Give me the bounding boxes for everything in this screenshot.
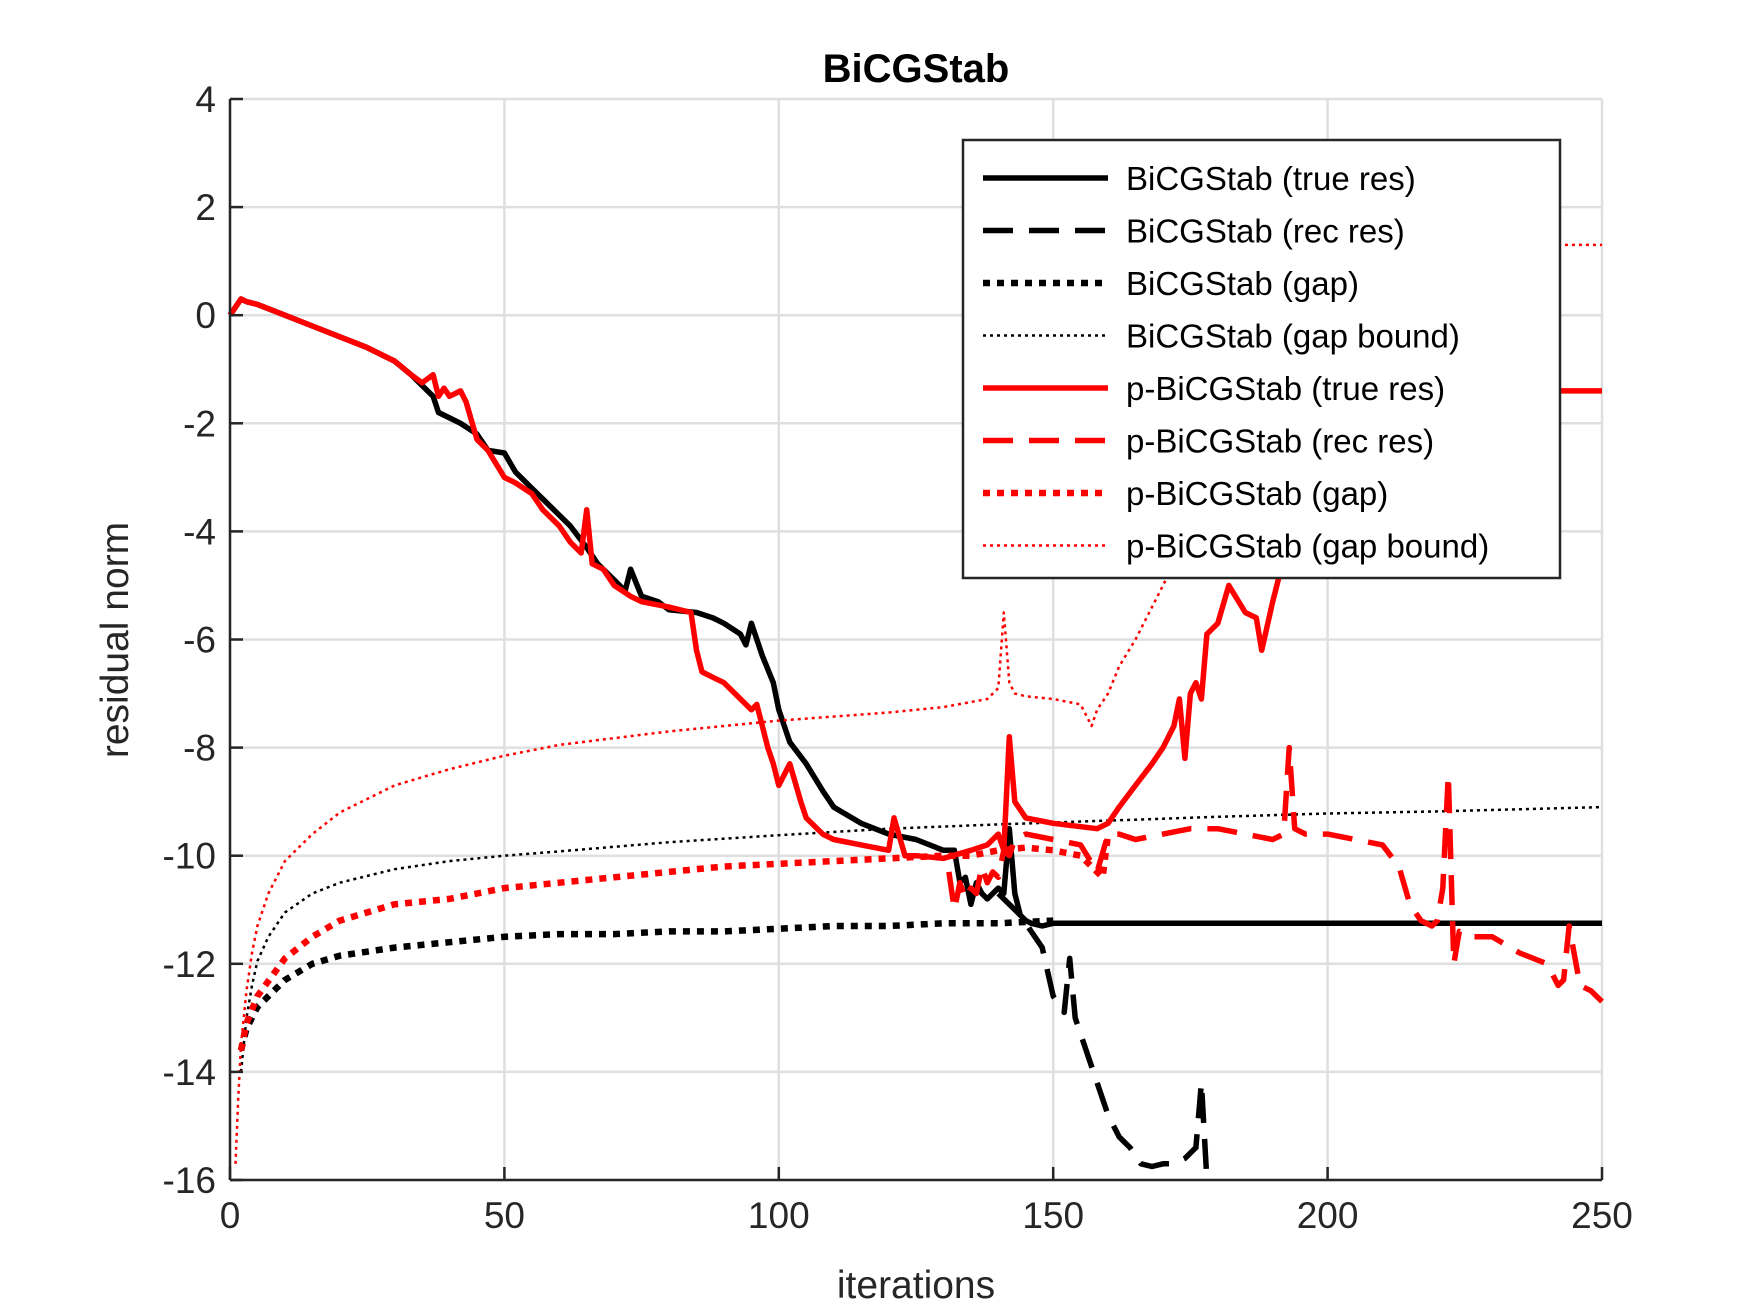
legend-label: BiCGStab (gap bound) — [1126, 318, 1460, 355]
legend-label: p-BiCGStab (true res) — [1126, 370, 1445, 407]
x-axis-label: iterations — [837, 1264, 995, 1307]
legend: BiCGStab (true res) BiCGStab (rec res) BiC… — [961, 138, 1562, 580]
y-tick-label: -6 — [183, 620, 216, 661]
y-tick-label: -16 — [163, 1160, 216, 1201]
y-tick-label: 2 — [195, 187, 216, 228]
y-tick-label: -14 — [163, 1052, 216, 1093]
series-group — [227, 243, 1604, 1181]
y-tick-label: -2 — [183, 403, 216, 444]
series-line-3 — [237, 917, 1054, 1052]
x-tick-label: 200 — [1297, 1195, 1359, 1236]
x-tick-label: 250 — [1571, 1195, 1633, 1236]
legend-label: p-BiCGStab (gap bound) — [1126, 528, 1489, 565]
x-tick-label: 150 — [1022, 1195, 1084, 1236]
legend-label: BiCGStab (rec res) — [1126, 213, 1405, 250]
series-line-4 — [239, 805, 1603, 1073]
legend-box — [961, 138, 1562, 580]
series-line-6 — [946, 744, 1604, 1004]
series-line-2 — [996, 891, 1210, 1181]
y-axis-label: residual norm — [94, 522, 137, 758]
axes: 0 50 100 150 200 250 4 2 0 -2 -4 -6 -8 -10 -12 -14 -16 — [163, 79, 1633, 1236]
y-tick-label: -4 — [183, 511, 216, 552]
y-tick-label: -12 — [163, 944, 216, 985]
y-tick-label: 4 — [195, 79, 216, 120]
legend-label: p-BiCGStab (rec res) — [1126, 423, 1434, 460]
y-tick-label: -10 — [163, 836, 216, 877]
series-line-8 — [234, 243, 1602, 1164]
x-tick-label: 50 — [484, 1195, 525, 1236]
legend-label: BiCGStab (gap) — [1126, 265, 1359, 302]
legend-label: BiCGStab (true res) — [1126, 160, 1416, 197]
x-tick-label: 100 — [748, 1195, 810, 1236]
x-tick-label: 0 — [220, 1195, 241, 1236]
legend-label: p-BiCGStab (gap) — [1126, 475, 1388, 512]
y-tick-label: -8 — [183, 728, 216, 769]
y-tick-label: 0 — [195, 295, 216, 336]
chart-title: BiCGStab — [823, 47, 1010, 91]
series-line-5 — [227, 296, 1602, 862]
